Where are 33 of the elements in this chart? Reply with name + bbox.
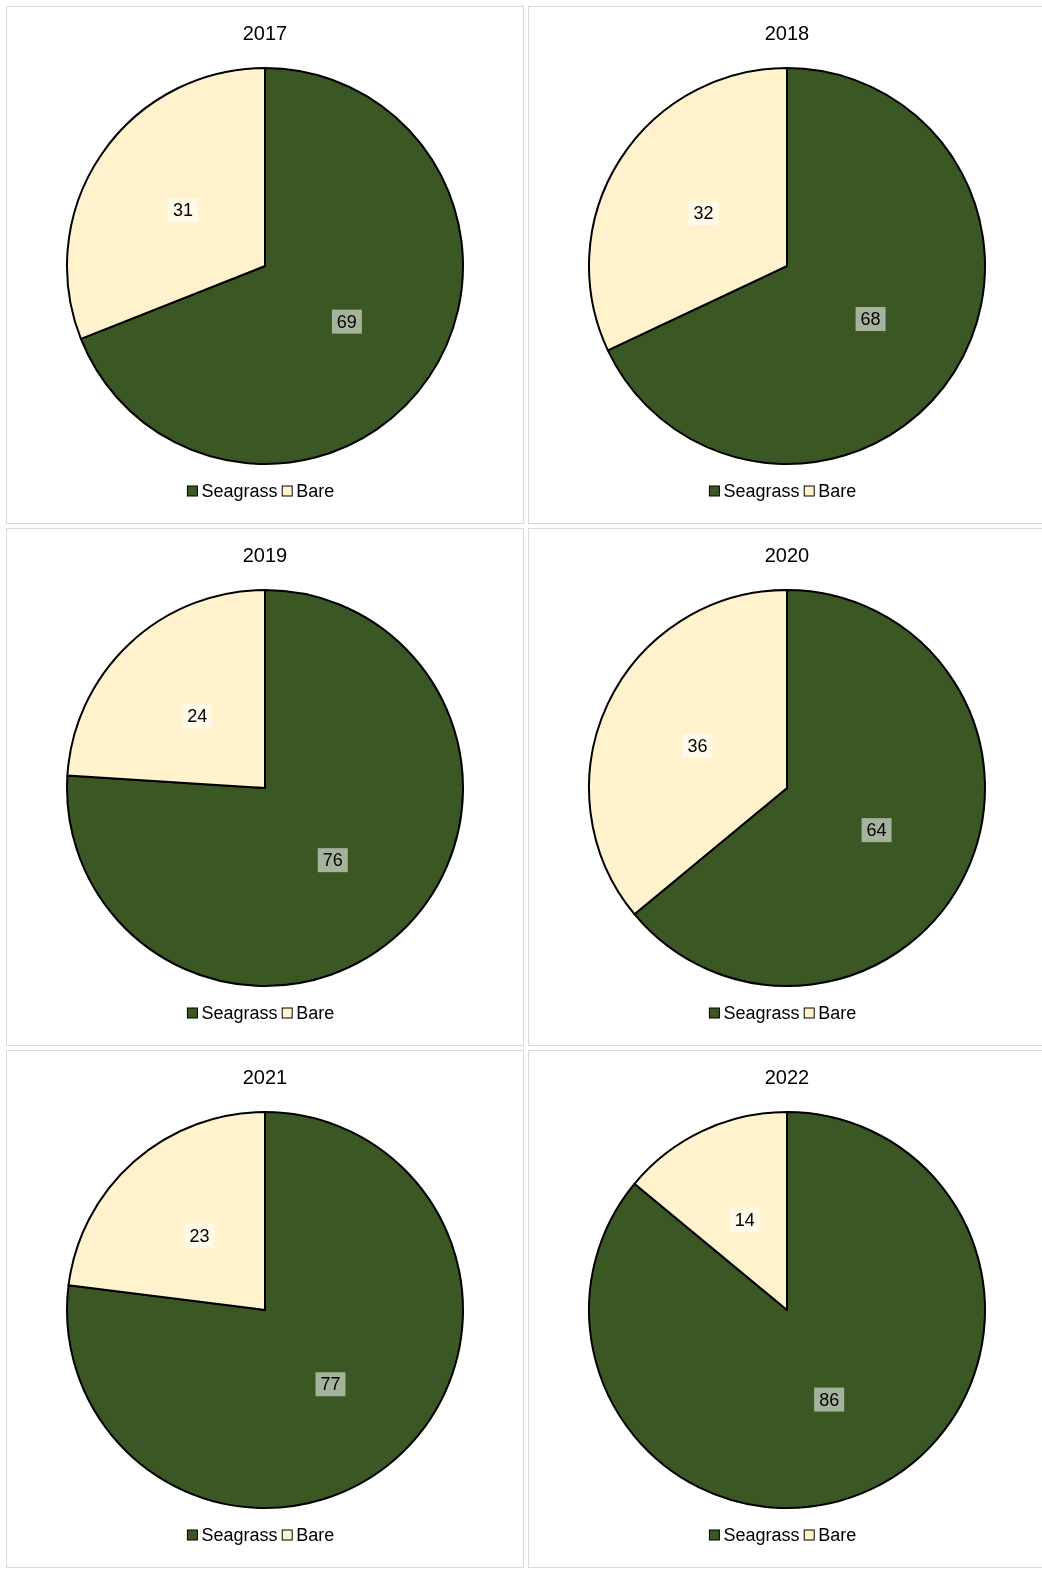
chart-title: 2019 bbox=[242, 544, 288, 566]
legend-label: Seagrass bbox=[723, 481, 800, 501]
data-label: 76 bbox=[322, 850, 343, 871]
data-label: 86 bbox=[819, 1389, 840, 1410]
legend-label: Bare bbox=[818, 481, 857, 501]
pie-slice bbox=[588, 1111, 986, 1509]
data-label: 31 bbox=[173, 200, 194, 221]
data-label: 36 bbox=[687, 735, 708, 756]
legend-label: Bare bbox=[818, 1003, 857, 1023]
legend-label: Seagrass bbox=[201, 1525, 278, 1545]
legend-label: Seagrass bbox=[723, 1003, 800, 1023]
chart-title: 2021 bbox=[242, 1066, 288, 1088]
data-label: 14 bbox=[734, 1210, 755, 1231]
data-label: 77 bbox=[320, 1374, 341, 1395]
data-label: 32 bbox=[693, 202, 714, 223]
data-label: 68 bbox=[860, 309, 881, 330]
chart-title: 2018 bbox=[764, 22, 810, 44]
pie-slice bbox=[66, 1111, 464, 1509]
legend-label: Seagrass bbox=[201, 1003, 278, 1023]
data-label: 64 bbox=[866, 820, 887, 841]
chart-title: 2017 bbox=[242, 22, 288, 44]
data-label: 69 bbox=[336, 311, 357, 332]
legend-label: Bare bbox=[296, 1003, 335, 1023]
legend-label: Bare bbox=[296, 1525, 335, 1545]
data-label: 23 bbox=[189, 1225, 210, 1246]
data-label: 24 bbox=[187, 705, 208, 726]
chart-title: 2022 bbox=[764, 1066, 810, 1088]
legend-label: Seagrass bbox=[201, 481, 278, 501]
chart-title: 2020 bbox=[764, 544, 810, 566]
legend-label: Bare bbox=[296, 481, 335, 501]
legend-label: Seagrass bbox=[723, 1525, 800, 1545]
legend-label: Bare bbox=[818, 1525, 857, 1545]
pie-slice bbox=[66, 589, 464, 987]
